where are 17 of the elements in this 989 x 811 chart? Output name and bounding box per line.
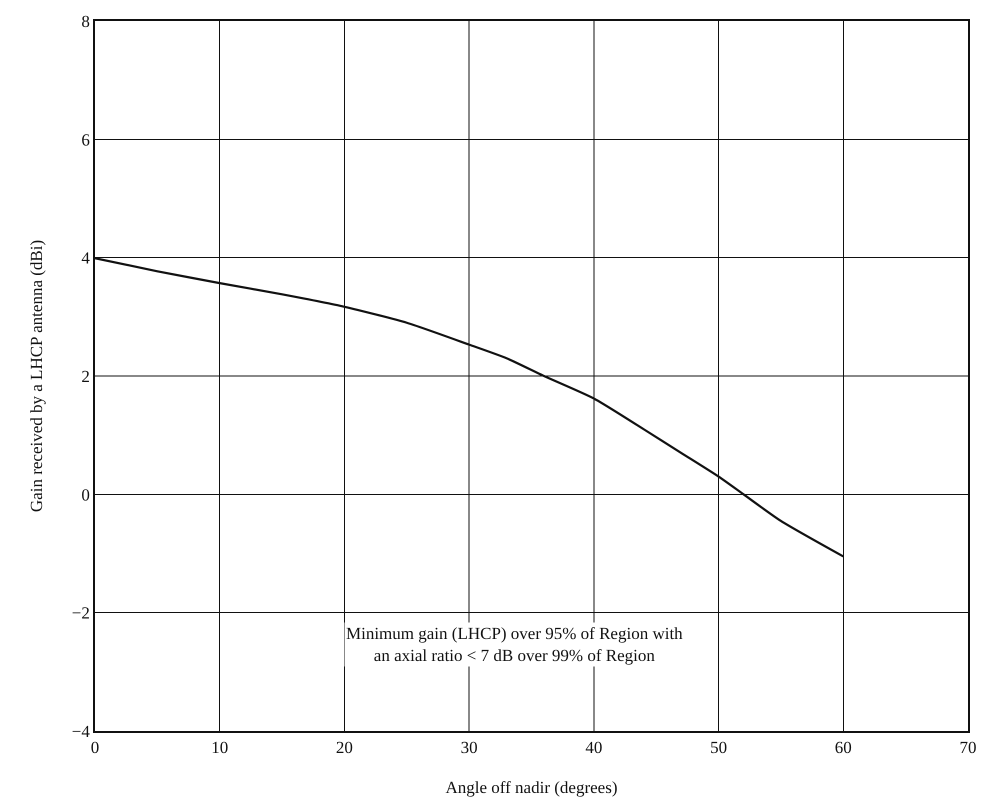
y-axis-title: Gain received by a LHCP antenna (dBi): [26, 240, 46, 512]
y-tick-label: 4: [81, 248, 90, 268]
x-axis-title: Angle off nadir (degrees): [446, 778, 618, 798]
x-tick-label: 10: [211, 738, 228, 758]
x-tick-label: 40: [585, 738, 602, 758]
x-tick-label: 70: [960, 738, 976, 758]
y-tick-label: 2: [81, 366, 90, 386]
y-tick-label: 0: [81, 485, 90, 504]
x-tick-label: 60: [834, 738, 852, 758]
y-tick-label: −4: [72, 722, 90, 741]
annotation: Minimum gain (LHCP) over 95% of Region with an axial ratio < 7 dB over 99% of Region: [346, 624, 684, 666]
y-tick-label: 6: [81, 130, 90, 150]
x-tick-label: 20: [336, 738, 353, 758]
x-tick-label: 30: [460, 738, 478, 758]
y-tick-label: −2: [72, 604, 90, 623]
x-tick-label: 50: [710, 738, 728, 758]
y-tick-label: 8: [81, 12, 90, 31]
